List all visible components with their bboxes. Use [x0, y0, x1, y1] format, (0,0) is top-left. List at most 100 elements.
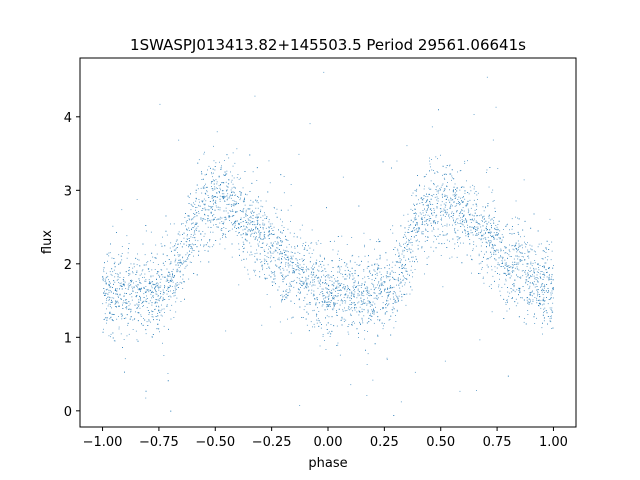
data-point — [113, 320, 114, 322]
data-point — [450, 216, 452, 217]
data-point — [290, 251, 292, 253]
data-point — [384, 290, 385, 292]
data-point — [452, 217, 454, 219]
data-point — [432, 220, 434, 222]
data-point — [393, 249, 395, 250]
data-point — [152, 262, 154, 263]
data-point — [504, 262, 506, 264]
data-point — [306, 266, 307, 268]
data-point — [257, 222, 259, 224]
data-point — [530, 299, 531, 301]
data-point — [264, 234, 266, 235]
data-point — [496, 249, 497, 251]
data-point — [421, 233, 423, 235]
data-point — [416, 213, 417, 215]
data-point — [451, 212, 452, 214]
data-point — [509, 244, 510, 246]
data-point — [209, 219, 211, 221]
data-point — [231, 216, 233, 217]
data-point — [526, 299, 528, 301]
data-point — [511, 298, 513, 299]
data-point — [311, 289, 313, 291]
data-point — [413, 213, 415, 214]
data-point — [465, 232, 466, 234]
data-point — [322, 334, 324, 335]
data-point — [192, 206, 194, 207]
data-point — [308, 269, 310, 271]
data-point — [138, 259, 140, 261]
data-point — [351, 267, 353, 269]
data-point — [238, 232, 240, 234]
data-point — [123, 300, 125, 302]
data-point — [343, 284, 345, 285]
data-point — [173, 292, 174, 294]
data-point — [158, 285, 160, 287]
data-point — [415, 212, 416, 214]
data-point — [401, 293, 403, 295]
data-point — [229, 210, 231, 211]
data-point — [326, 329, 328, 330]
data-point — [121, 253, 123, 254]
data-point — [113, 340, 115, 342]
data-point — [156, 299, 158, 301]
data-point — [315, 242, 317, 244]
data-point — [238, 224, 240, 225]
data-point — [324, 297, 326, 299]
data-point — [533, 268, 535, 270]
data-point — [373, 310, 375, 312]
data-point — [490, 284, 492, 286]
data-point — [278, 257, 280, 259]
data-point — [455, 189, 456, 190]
data-point — [282, 274, 284, 276]
data-point — [284, 250, 286, 252]
data-point — [113, 263, 115, 265]
data-point — [231, 256, 233, 258]
data-point — [386, 259, 388, 261]
data-point — [126, 257, 128, 259]
data-point — [331, 289, 332, 291]
data-point — [234, 221, 236, 222]
data-point — [245, 193, 246, 195]
data-point — [441, 223, 442, 225]
data-point — [507, 265, 509, 267]
data-point — [440, 214, 442, 216]
data-point — [344, 289, 346, 291]
data-point — [142, 306, 144, 307]
data-point — [398, 274, 400, 275]
data-point — [489, 243, 490, 245]
data-point — [239, 210, 241, 211]
data-point — [247, 273, 249, 275]
data-point — [174, 245, 176, 247]
data-point — [212, 195, 214, 197]
data-point — [293, 286, 295, 288]
data-point — [401, 299, 403, 301]
data-point — [234, 222, 236, 224]
data-point — [327, 308, 328, 310]
data-point — [376, 311, 378, 313]
data-point — [462, 231, 463, 233]
data-point — [436, 238, 437, 240]
data-point — [148, 271, 150, 272]
data-point — [372, 311, 373, 313]
data-point — [411, 256, 412, 258]
data-point — [464, 192, 466, 194]
data-point — [316, 322, 318, 324]
data-point — [315, 302, 317, 304]
data-point — [299, 259, 301, 260]
data-point — [119, 294, 121, 296]
data-point — [359, 285, 361, 286]
data-point — [242, 211, 244, 213]
data-point — [358, 205, 360, 207]
data-point — [408, 249, 410, 251]
data-point — [531, 291, 533, 293]
data-point — [403, 256, 405, 258]
data-point — [323, 295, 325, 296]
data-point — [345, 286, 346, 288]
data-point — [548, 268, 550, 269]
data-point — [467, 227, 468, 229]
data-point — [292, 316, 294, 318]
data-point — [238, 178, 240, 180]
data-point — [339, 290, 341, 291]
data-point — [500, 295, 502, 297]
data-point — [139, 296, 141, 298]
